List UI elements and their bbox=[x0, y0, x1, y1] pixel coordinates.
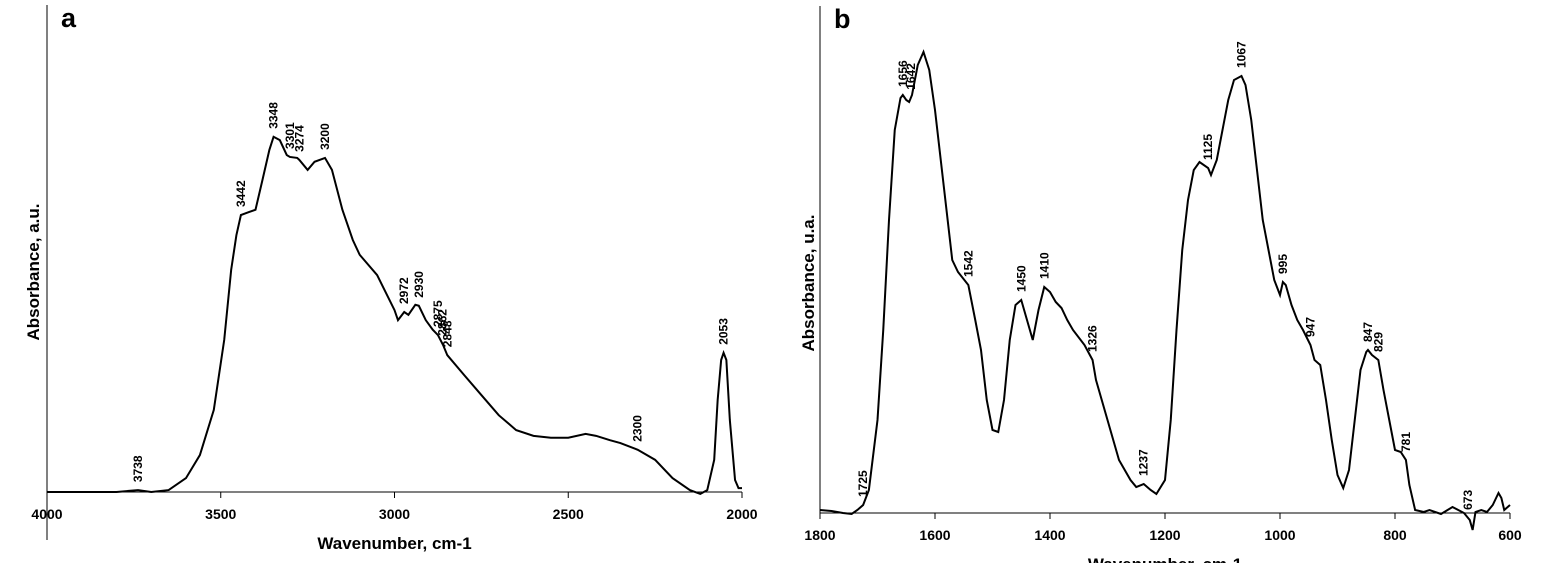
peak-label: 2862 bbox=[435, 309, 449, 336]
x-axis-label: Wavenumber, cm-1 bbox=[317, 534, 471, 553]
x-tick-label: 2500 bbox=[553, 506, 584, 522]
spectrum-line bbox=[819, 49, 1511, 531]
peak-label: 829 bbox=[1371, 332, 1385, 352]
peak-label: 2875 bbox=[431, 300, 445, 327]
peak-label: 3348 bbox=[267, 102, 281, 129]
peak-label: 2930 bbox=[412, 271, 426, 298]
peak-label: 1410 bbox=[1037, 252, 1051, 279]
peak-label: 2300 bbox=[631, 415, 645, 442]
spectrum-line bbox=[47, 135, 742, 496]
peak-label: 3274 bbox=[292, 125, 306, 152]
x-tick-label: 800 bbox=[1383, 527, 1407, 543]
peak-label: 1326 bbox=[1086, 325, 1100, 352]
x-tick-label: 4000 bbox=[31, 506, 62, 522]
x-tick-label: 1600 bbox=[919, 527, 950, 543]
peak-label: 1656 bbox=[896, 60, 910, 87]
x-axis-label: Wavenumber, cm-1 bbox=[1088, 555, 1242, 563]
x-tick-label: 3500 bbox=[205, 506, 236, 522]
peak-label: 1067 bbox=[1234, 41, 1248, 68]
peak-label: 2848 bbox=[440, 320, 454, 347]
peak-label: 995 bbox=[1276, 254, 1290, 274]
y-axis-label: Absorbance, u.a. bbox=[799, 215, 818, 352]
peak-label: 847 bbox=[1361, 322, 1375, 342]
y-axis-label: Absorbance, a.u. bbox=[24, 204, 43, 341]
peak-label: 1642 bbox=[904, 63, 918, 90]
peak-label: 1725 bbox=[856, 470, 870, 497]
x-tick-label: 1800 bbox=[804, 527, 835, 543]
peak-label: 3442 bbox=[234, 180, 248, 207]
peak-label: 1542 bbox=[961, 250, 975, 277]
peak-label: 3738 bbox=[131, 455, 145, 482]
panel-title: a bbox=[61, 3, 77, 33]
peak-label: 673 bbox=[1461, 490, 1475, 510]
peak-label: 1237 bbox=[1137, 449, 1151, 476]
peak-label: 2053 bbox=[717, 318, 731, 345]
peak-label: 781 bbox=[1399, 432, 1413, 452]
peak-label: 1125 bbox=[1201, 134, 1215, 160]
peak-label: 3200 bbox=[318, 123, 332, 150]
x-tick-label: 1000 bbox=[1264, 527, 1295, 543]
x-tick-label: 600 bbox=[1498, 527, 1522, 543]
peak-label: 3301 bbox=[283, 122, 297, 149]
peak-label: 1450 bbox=[1014, 265, 1028, 292]
peak-label: 2972 bbox=[397, 277, 411, 304]
x-tick-label: 3000 bbox=[379, 506, 410, 522]
x-tick-label: 1200 bbox=[1149, 527, 1180, 543]
peak-label: 947 bbox=[1303, 317, 1317, 337]
x-tick-label: 2000 bbox=[726, 506, 757, 522]
x-tick-label: 1400 bbox=[1034, 527, 1065, 543]
panel-title: b bbox=[834, 4, 851, 34]
